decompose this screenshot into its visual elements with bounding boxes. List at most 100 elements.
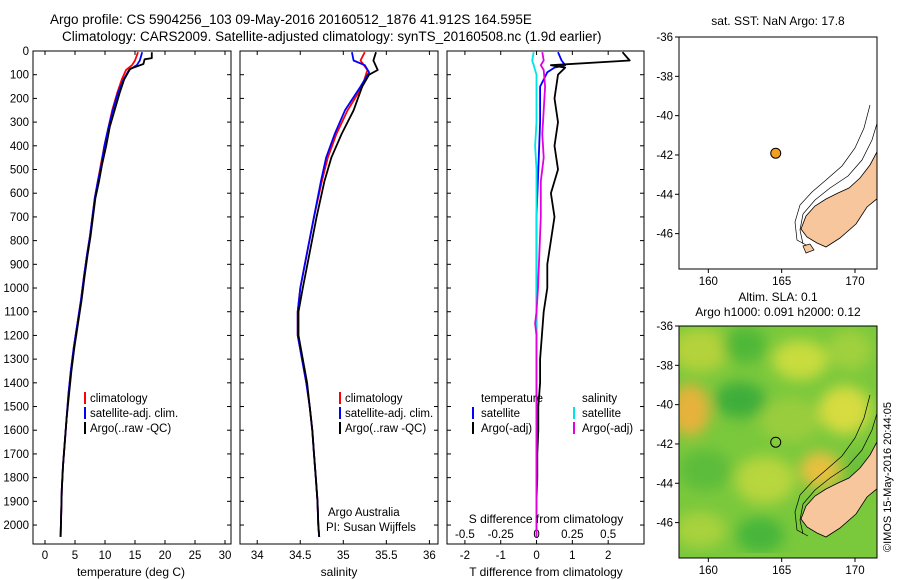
depth-tick-label: 1000 — [3, 283, 29, 295]
depth-tick-label: 1600 — [3, 425, 29, 437]
legend-label-satellite: satellite-adj. clim. — [90, 408, 178, 420]
lat-tick-label: -40 — [656, 400, 673, 412]
bathymetry-contour-4 — [799, 412, 877, 535]
legend-label-t-satellite: satellite — [481, 408, 520, 420]
x-tick-label: -1 — [496, 550, 506, 562]
lon-tick-label: 170 — [845, 565, 864, 577]
bathymetry-contour-1 — [794, 104, 871, 247]
s-diff-tick-label: 0.25 — [561, 529, 583, 541]
x-tick-label: 1 — [569, 550, 575, 562]
lat-tick-label: -46 — [656, 518, 673, 530]
lon-tick-label: 160 — [699, 565, 718, 577]
depth-tick-label: 400 — [10, 141, 29, 153]
legend-label-s-argo: Argo(-adj) — [582, 423, 633, 435]
salinity-legend: climatology satellite-adj. clim. Argo(..… — [326, 392, 433, 534]
credit-pi: PI: Susan Wijffels — [326, 522, 416, 534]
s-diff-tick-label: 0.5 — [600, 529, 616, 541]
x-tick-label: 34.5 — [289, 550, 311, 562]
legend-label-climatology-2: climatology — [345, 393, 403, 405]
x-tick-label: 0 — [533, 550, 539, 562]
temperature-legend: climatology satellite-adj. clim. Argo(..… — [84, 392, 178, 435]
lat-tick-label: -40 — [656, 111, 673, 123]
sst-map-title: sat. SST: NaN Argo: 17.8 — [711, 14, 845, 28]
lat-tick-label: -36 — [656, 32, 673, 44]
sst-map-land — [794, 104, 877, 254]
legend-title-salinity: salinity — [582, 393, 617, 405]
series-line-satellite-adj-clim- — [59, 51, 144, 537]
south-island-land-2 — [800, 441, 877, 538]
sla-heatmap — [679, 326, 877, 558]
depth-tick-label: 0 — [23, 46, 29, 58]
x-tick-label: 20 — [159, 550, 172, 562]
stewart-island — [802, 243, 815, 254]
lat-tick-label: -36 — [656, 321, 673, 333]
series-line-salinity-argo-adj- — [534, 52, 546, 537]
sst-map-frame — [678, 36, 878, 270]
lat-tick-label: -44 — [656, 478, 673, 490]
x-tick-label: 5 — [72, 550, 78, 562]
x-tick-label: 35 — [337, 550, 350, 562]
lat-tick-label: -38 — [656, 360, 673, 372]
figure-title-line2: Climatology: CARS2009. Satellite-adjuste… — [62, 29, 602, 44]
legend-label-argo: Argo(..raw -QC) — [90, 423, 171, 435]
depth-tick-label: 1500 — [3, 402, 29, 414]
sla-map-frame — [678, 325, 878, 559]
sst-map: sat. SST: NaN Argo: 17.8 -36 -38 -40 -42 -44… — [656, 14, 878, 288]
s-diff-tick-label: -0.5 — [455, 529, 475, 541]
lon-tick-label: 165 — [772, 565, 791, 577]
figure-title-line1: Argo profile: CS 5904256_103 09-May-2016… — [50, 12, 532, 27]
depth-tick-label: 900 — [10, 259, 29, 271]
series-line-argo-raw-qc- — [297, 51, 379, 537]
depth-tick-label: 1400 — [3, 378, 29, 390]
depth-tick-label: 100 — [10, 70, 29, 82]
depth-tick-label: 300 — [10, 117, 29, 129]
depth-tick-label: 2000 — [3, 520, 29, 532]
lat-tick-label: -46 — [656, 229, 673, 241]
sla-map: Altim. SLA: 0.1 Argo h1000: 0.091 h2000:… — [656, 290, 878, 577]
bathymetry-contour-3 — [794, 394, 871, 537]
series-line-climatology — [59, 51, 139, 537]
depth-tick-label: 600 — [10, 188, 29, 200]
x-tick-label: 15 — [129, 550, 142, 562]
depth-tick-label: 700 — [10, 212, 29, 224]
depth-tick-label: 1700 — [3, 449, 29, 461]
depth-tick-label: 200 — [10, 93, 29, 105]
x-tick-label: -2 — [460, 550, 470, 562]
series-line-argo-raw-qc- — [59, 52, 153, 537]
temperature-axis-label: temperature (deg C) — [77, 565, 185, 579]
salinity-axis-label: salinity — [321, 565, 358, 579]
s-diff-tick-label: -0.25 — [488, 529, 514, 541]
sla-map-title: Altim. SLA: 0.1 — [738, 290, 818, 304]
imos-timestamp: ©IMOS 15-May-2016 20:44:05 — [882, 402, 894, 552]
credit-org: Argo Australia — [328, 507, 400, 519]
depth-tick-label: 1200 — [3, 330, 29, 342]
lon-tick-label: 170 — [845, 276, 864, 288]
series-line-temperature-argo-adj- — [535, 51, 631, 537]
lat-tick-label: -44 — [656, 189, 673, 201]
x-tick-label: 36 — [423, 550, 436, 562]
south-island-land — [800, 151, 877, 248]
depth-tick-label: 1900 — [3, 496, 29, 508]
s-difference-axis-label: S difference from climatology — [469, 512, 624, 526]
x-tick-label: 10 — [99, 550, 112, 562]
depth-tick-label: 800 — [10, 236, 29, 248]
argo-location-marker-2 — [770, 436, 782, 448]
t-difference-axis-label: T difference from climatology — [469, 565, 623, 579]
bathymetry-contour-2 — [799, 122, 877, 245]
lat-tick-label: -42 — [656, 439, 673, 451]
depth-tick-label: 1800 — [3, 473, 29, 485]
legend-label-climatology: climatology — [90, 393, 148, 405]
lon-tick-label: 165 — [772, 276, 791, 288]
sla-map-subtitle: Argo h1000: 0.091 h2000: 0.12 — [695, 305, 861, 319]
series-line-climatology — [296, 51, 369, 537]
lon-tick-label: 160 — [699, 276, 718, 288]
difference-legend: temperature satellite Argo(-adj) salinit… — [472, 393, 633, 435]
depth-tick-label: 1300 — [3, 354, 29, 366]
difference-panel-frame — [446, 50, 645, 545]
temperature-panel-frame — [32, 50, 232, 545]
series-line-satellite-adj-clim- — [296, 52, 371, 537]
series-line-temperature-satellite — [535, 51, 567, 537]
salinity-panel-frame — [239, 50, 439, 545]
legend-label-t-argo: Argo(-adj) — [481, 423, 532, 435]
